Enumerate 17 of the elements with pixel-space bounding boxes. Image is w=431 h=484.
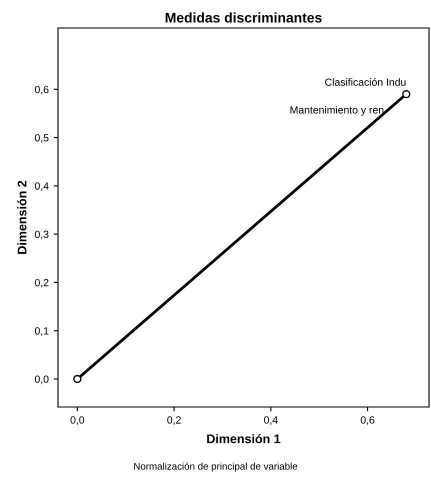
x-tick-label: 0,2 bbox=[167, 416, 181, 425]
annotation: Clasificación Indu bbox=[325, 78, 406, 86]
text: Normalización de principal de variable bbox=[134, 462, 298, 472]
y-tick-label: 0,4 bbox=[34, 182, 49, 191]
x-axis-title: Dimensión 1 bbox=[207, 434, 280, 444]
chart-title: Medidas discriminantes bbox=[166, 12, 322, 23]
y-tick-label: 0,3 bbox=[34, 230, 49, 240]
y-axis-title: Dimensión 2 bbox=[17, 180, 26, 254]
x-tick-label: 0,6 bbox=[360, 416, 374, 425]
y-tick-label: 0,0 bbox=[34, 376, 49, 384]
y-tick-label: 0,1 bbox=[34, 327, 48, 336]
y-tick-label: 0,5 bbox=[34, 134, 49, 143]
y-tick-label: 0,6 bbox=[34, 86, 49, 94]
annotation: Mantenimiento y ren bbox=[290, 106, 384, 116]
y-tick-label: 0,2 bbox=[34, 278, 48, 288]
x-tick-label: 0,4 bbox=[264, 416, 278, 425]
x-tick-label: 0,0 bbox=[70, 416, 84, 425]
